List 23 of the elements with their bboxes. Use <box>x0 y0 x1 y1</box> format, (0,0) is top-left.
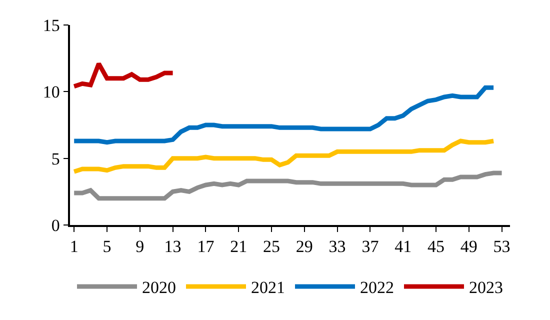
x-tick-label: 25 <box>263 237 280 256</box>
x-tick-label: 41 <box>394 237 412 256</box>
legend-label: 2021 <box>251 278 285 298</box>
y-tick-label: 0 <box>51 216 60 235</box>
x-tick-label: 49 <box>460 237 478 256</box>
x-tick-label: 29 <box>296 237 313 256</box>
x-tick-label: 9 <box>136 237 144 256</box>
x-tick-label: 53 <box>493 237 510 256</box>
legend-label: 2020 <box>142 278 176 298</box>
x-tick-label: 45 <box>427 237 444 256</box>
x-tick-label: 37 <box>362 237 380 256</box>
y-tick-label: 10 <box>42 82 60 102</box>
y-tick-label: 5 <box>51 149 60 168</box>
y-tick-label: 15 <box>42 16 60 35</box>
x-tick-label: 1 <box>70 237 78 256</box>
x-tick-label: 13 <box>164 237 182 256</box>
x-tick-label: 33 <box>328 237 346 256</box>
x-tick-label: 21 <box>230 237 248 256</box>
legend-label: 2022 <box>360 278 394 298</box>
x-tick-label: 17 <box>197 237 215 256</box>
x-tick-label: 5 <box>102 237 112 256</box>
legend-label: 2023 <box>469 278 503 298</box>
line-series <box>72 138 496 174</box>
